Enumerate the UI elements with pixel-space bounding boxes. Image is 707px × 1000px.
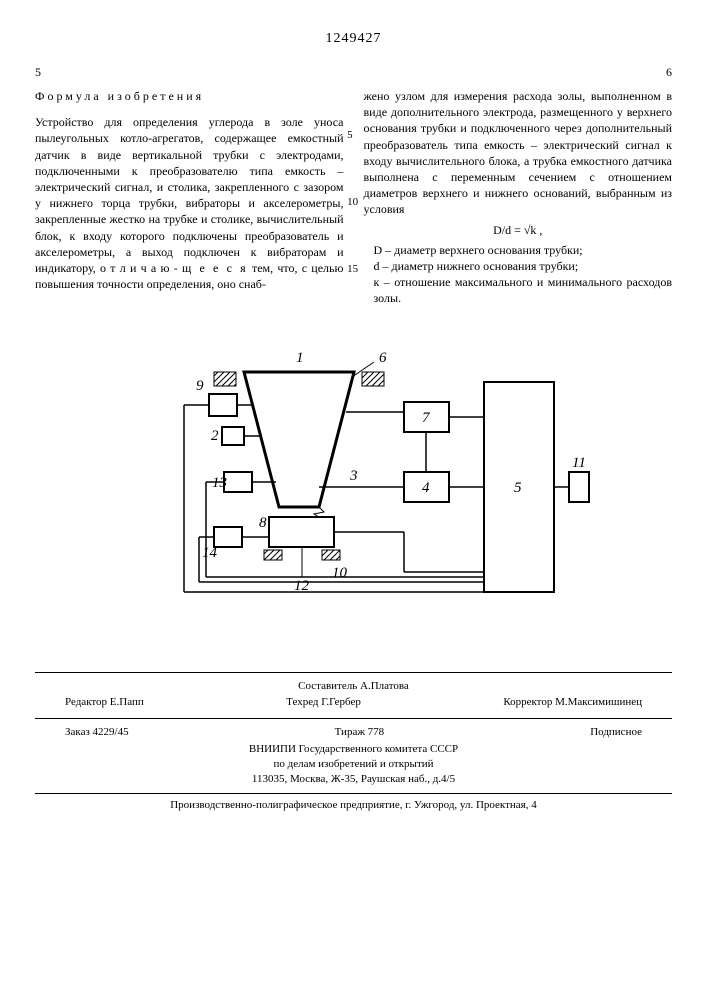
label-4: 4: [422, 480, 430, 496]
definitions: D – диаметр верхнего основания трубки; d…: [374, 242, 673, 307]
col-num-right: 6: [666, 64, 672, 80]
footer: Составитель А.Платова Редактор Е.Папп Те…: [35, 672, 672, 813]
col-num-left: 5: [35, 64, 41, 80]
table-8: [269, 517, 334, 547]
editor: Редактор Е.Папп: [65, 695, 144, 710]
block-13: [224, 472, 252, 492]
label-12: 12: [294, 578, 310, 594]
left-para: Устройство для определения углерода в зо…: [35, 115, 344, 275]
label-8: 8: [259, 515, 267, 531]
equation: D/d = √k ,: [364, 222, 673, 238]
label-1: 1: [296, 350, 304, 366]
schematic-svg: 1 2 3 4 5 6 7 8 9 10 11 12 13 14: [114, 332, 594, 652]
footer-staff: Редактор Е.Папп Техред Г.Гербер Корректо…: [35, 693, 672, 712]
print-line: Производственно-полиграфическое предприя…: [35, 793, 672, 813]
label-13: 13: [212, 475, 227, 491]
corrector: Корректор М.Максимишинец: [503, 695, 642, 710]
right-para: жено узлом для измерения расхода золы, в…: [364, 89, 673, 216]
label-6: 6: [379, 350, 387, 366]
label-10: 10: [332, 565, 348, 581]
block-9: [209, 394, 237, 416]
def-D: D – диаметр верхнего основания трубки;: [374, 242, 673, 258]
label-9: 9: [196, 378, 204, 394]
def-k: к – отношение максимального и минимально…: [374, 274, 673, 306]
tirazh: Тираж 778: [335, 725, 385, 740]
formula-title: Формула изобретения: [35, 88, 344, 104]
diagram: 1 2 3 4 5 6 7 8 9 10 11 12 13 14: [35, 332, 672, 652]
block-14: [214, 527, 242, 547]
compiler: Составитель А.Платова: [35, 679, 672, 694]
line-num: 15: [347, 262, 358, 277]
block-11: [569, 472, 589, 502]
label-5: 5: [514, 480, 522, 496]
line-num: 10: [347, 195, 358, 210]
patent-number: 1249427: [35, 30, 672, 49]
column-numbers: 5 6: [35, 64, 672, 80]
block-2: [222, 427, 244, 445]
label-3: 3: [349, 468, 358, 484]
support-left: [214, 372, 236, 386]
org1: ВНИИПИ Государственного комитета СССР: [35, 742, 672, 757]
support-tbl-l: [264, 550, 282, 560]
label-2: 2: [211, 428, 219, 444]
line-numbers: 5 10 15: [347, 88, 358, 277]
line-num: 5: [347, 128, 358, 143]
label-11: 11: [572, 455, 586, 471]
subscr: Подписное: [590, 725, 642, 740]
footer-order-block: Заказ 4229/45 Тираж 778 Подписное ВНИИПИ…: [35, 718, 672, 786]
left-para-spaced: щ е е с я: [182, 261, 248, 275]
text-columns: 5 10 15 Формула изобретения Устройство д…: [35, 88, 672, 306]
label-14: 14: [202, 545, 218, 561]
label-7: 7: [422, 410, 431, 426]
support-right: [362, 372, 384, 386]
addr: 113035, Москва, Ж-35, Раушская наб., д.4…: [35, 772, 672, 787]
org2: по делам изобретений и открытий: [35, 757, 672, 772]
right-column: жено узлом для измерения расхода золы, в…: [364, 88, 673, 306]
techred: Техред Г.Гербер: [286, 695, 361, 710]
def-d: d – диаметр нижнего основания трубки;: [374, 258, 673, 274]
order: Заказ 4229/45: [65, 725, 129, 740]
left-column: Формула изобретения Устройство для опред…: [35, 88, 344, 306]
support-tbl-r: [322, 550, 340, 560]
